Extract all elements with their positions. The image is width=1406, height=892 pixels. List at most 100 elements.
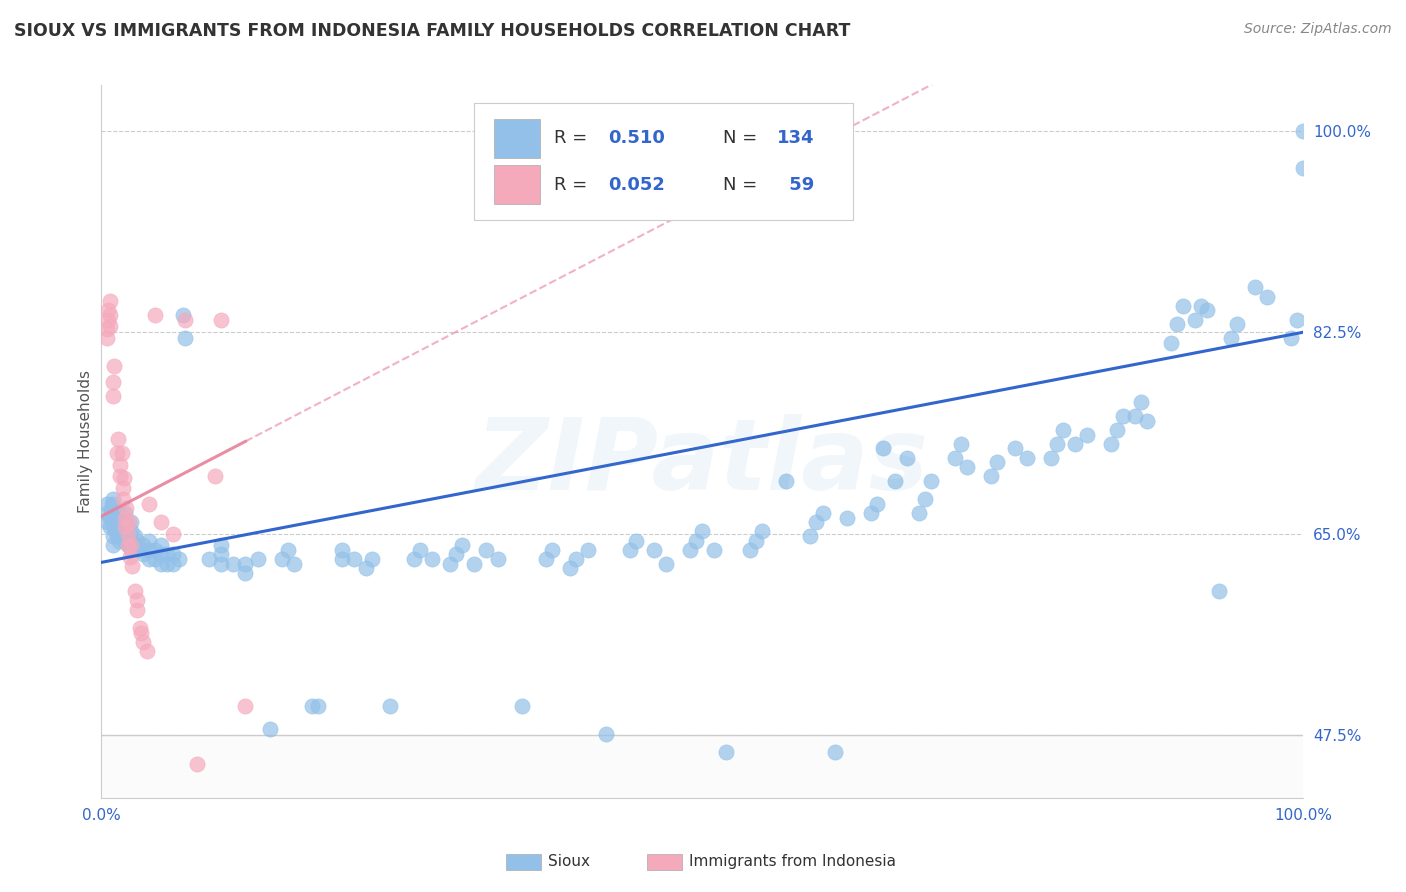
Point [114,510,136,524]
Point [716,745,738,759]
Point [799,529,821,543]
Point [1292,161,1315,175]
Point [100,503,122,517]
Point [1130,395,1153,409]
Point [1166,317,1188,331]
Point [444,547,467,561]
Point [1099,437,1122,451]
Point [402,552,425,566]
Point [835,510,858,524]
Bar [495,119,540,158]
Point [97,312,120,326]
Point [105,510,128,524]
Point [111,446,134,460]
Text: 59: 59 [783,176,814,194]
Y-axis label: Family Households: Family Households [77,370,93,513]
Point [1292,124,1315,138]
Point [101,497,124,511]
Point [655,557,678,571]
Point [111,492,134,507]
Point [451,538,474,552]
Point [138,497,160,511]
Point [354,561,377,575]
Point [115,501,138,516]
Point [96,331,118,345]
Point [104,515,127,529]
Text: 0.510: 0.510 [609,129,665,147]
Point [156,547,179,561]
Point [378,699,401,714]
Point [112,471,135,485]
Point [169,552,191,566]
Point [143,308,166,322]
Point [775,474,797,488]
Point [883,474,905,488]
Point [1184,312,1206,326]
Point [595,727,617,741]
Point [114,524,136,539]
FancyBboxPatch shape [474,103,852,220]
Point [120,542,142,557]
Point [150,538,173,552]
Point [111,519,134,533]
Text: ZIPatlas: ZIPatlas [475,415,929,511]
Point [307,699,329,714]
Point [110,458,132,472]
Point [301,699,323,714]
Point [111,529,134,543]
Point [156,557,179,571]
Point [1208,584,1230,599]
Point [1189,299,1212,313]
Point [943,450,966,465]
Point [108,533,131,548]
Point [1256,289,1278,303]
Point [211,312,233,326]
Point [129,625,152,640]
Point [174,312,197,326]
Point [96,322,118,336]
Point [1015,450,1038,465]
Point [198,552,221,566]
Point [486,552,509,566]
Point [475,542,498,557]
Point [124,584,146,599]
Point [1039,450,1062,465]
Point [740,542,762,557]
Point [692,524,714,539]
Point [1136,414,1159,428]
Point [118,515,141,529]
Point [1112,409,1135,424]
Point [270,552,292,566]
Point [246,552,269,566]
Point [150,515,173,529]
Point [277,542,299,557]
Text: 134: 134 [778,129,814,147]
Point [211,547,233,561]
Point [162,557,184,571]
Point [143,552,166,566]
Point [463,557,485,571]
Point [97,303,120,318]
Point [1105,423,1128,437]
Point [105,446,128,460]
Point [896,450,918,465]
Point [132,547,155,561]
Point [1173,299,1195,313]
Text: Source: ZipAtlas.com: Source: ZipAtlas.com [1244,22,1392,37]
Point [1220,331,1243,345]
Point [98,319,121,334]
Bar [495,165,540,204]
Point [541,542,564,557]
Point [1279,331,1302,345]
Point [1052,423,1074,437]
Point [138,552,160,566]
Point [120,533,142,548]
Point [907,506,929,520]
Point [103,375,125,389]
Point [1064,437,1087,451]
Point [104,524,127,539]
Point [117,529,139,543]
Point [986,455,1008,469]
Point [150,557,173,571]
Point [103,500,125,515]
